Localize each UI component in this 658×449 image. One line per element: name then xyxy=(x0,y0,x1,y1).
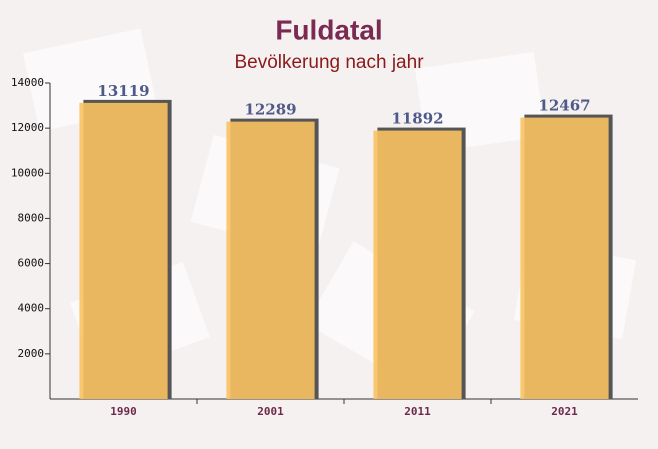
value-label: 13119 xyxy=(97,82,149,100)
x-tick-label: 2001 xyxy=(257,405,284,418)
x-tick-label: 2011 xyxy=(404,405,431,418)
y-tick-label: 6000 xyxy=(18,257,45,270)
value-label: 12289 xyxy=(244,101,296,119)
bar xyxy=(373,130,462,399)
x-tick-label: 2021 xyxy=(551,405,578,418)
chart-title: Fuldatal xyxy=(275,14,382,45)
bar xyxy=(226,121,315,399)
y-tick-label: 10000 xyxy=(11,166,44,179)
value-label: 12467 xyxy=(538,97,590,115)
y-tick-label: 4000 xyxy=(18,302,45,315)
y-tick-label: 14000 xyxy=(11,76,44,89)
bar xyxy=(520,117,609,400)
value-label: 11892 xyxy=(391,110,443,128)
bar xyxy=(79,102,168,399)
chart-subtitle: Bevölkerung nach jahr xyxy=(234,52,424,73)
y-tick-label: 2000 xyxy=(18,347,45,360)
y-tick-label: 12000 xyxy=(11,121,44,134)
x-tick-label: 1990 xyxy=(110,405,137,418)
y-tick-label: 8000 xyxy=(18,211,45,224)
